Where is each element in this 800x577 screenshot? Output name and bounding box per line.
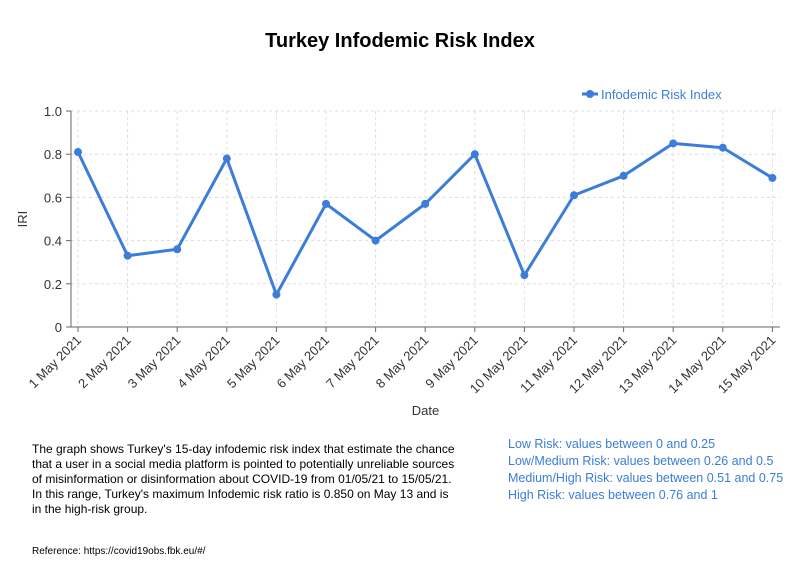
risk-level-low-medium: Low/Medium Risk: values between 0.26 and… [508,454,774,468]
data-point[interactable] [669,139,678,148]
data-point[interactable] [74,148,82,157]
data-point[interactable] [570,191,578,200]
y-axis-title: IRI [15,211,30,228]
data-point[interactable] [173,245,182,254]
x-tick-label: 7 May 2021 [323,333,382,392]
legend-label[interactable]: Infodemic Risk Index [601,87,722,102]
x-axis-title: Date [412,403,439,418]
data-point[interactable] [371,236,380,245]
data-point[interactable] [272,290,281,299]
x-tick-label: 3 May 2021 [125,333,184,392]
y-tick-label: 0.8 [44,147,62,162]
x-tick-label: 8 May 2021 [373,333,432,392]
x-tick-label: 1 May 2021 [25,333,84,392]
risk-level-medium-high: Medium/High Risk: values between 0.51 an… [508,471,784,485]
x-tick-label: 6 May 2021 [273,333,332,392]
legend[interactable]: Infodemic Risk Index [582,87,722,102]
risk-level-low: Low Risk: values between 0 and 0.25 [508,437,716,451]
data-point[interactable] [619,171,628,180]
y-tick-label: 0.4 [44,234,62,249]
y-tick-label: 0.6 [44,190,62,205]
x-tick-label: 4 May 2021 [174,333,233,392]
y-tick-label: 0 [55,320,62,335]
grid [71,110,780,327]
data-point[interactable] [421,199,430,208]
data-point[interactable] [768,173,777,182]
series [74,139,777,299]
data-point[interactable] [718,143,727,152]
chart-description: The graph shows Turkey's 15-day infodemi… [32,442,455,516]
risk-level-high: High Risk: values between 0.76 and 1 [508,488,718,502]
data-point[interactable] [222,154,231,163]
chart-title: Turkey Infodemic Risk Index [265,30,535,52]
data-point[interactable] [123,251,132,260]
x-tick-label: 2 May 2021 [75,333,134,392]
data-point[interactable] [322,199,330,208]
y-tick-label: 1.0 [44,104,62,119]
legend-marker [586,90,594,98]
data-point[interactable] [470,150,479,159]
risk-level-legend: Low Risk: values between 0 and 0.25 Low/… [508,436,783,504]
data-point[interactable] [520,271,529,280]
reference-link[interactable]: Reference: https://covid19obs.fbk.eu/#/ [32,546,206,557]
x-tick-label: 5 May 2021 [224,333,283,392]
y-tick-label: 0.2 [44,277,62,292]
